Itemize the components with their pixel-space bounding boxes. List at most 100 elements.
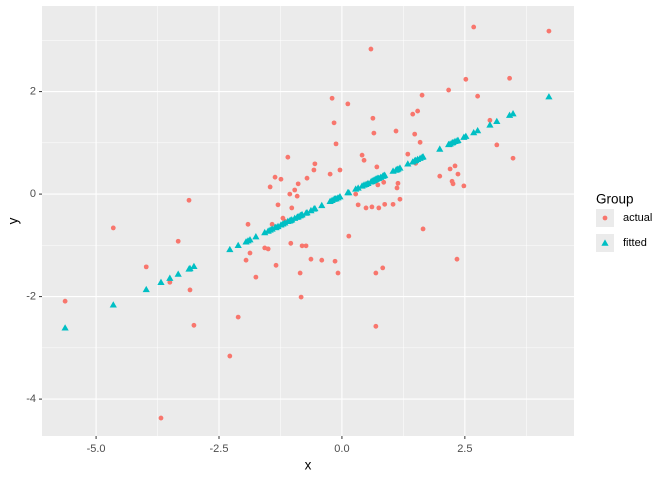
point <box>470 128 478 136</box>
point <box>157 278 165 285</box>
point <box>463 76 469 82</box>
point <box>382 201 388 207</box>
point <box>166 274 174 281</box>
point <box>235 314 241 320</box>
point <box>474 126 482 134</box>
point <box>304 175 310 181</box>
point <box>546 28 552 34</box>
point <box>253 274 259 280</box>
legend-symbol <box>601 239 609 246</box>
point <box>299 243 305 249</box>
point <box>419 153 427 160</box>
point <box>355 202 361 208</box>
point <box>381 179 387 185</box>
point <box>186 197 192 203</box>
point <box>333 141 339 147</box>
point <box>486 121 494 128</box>
point <box>294 193 300 199</box>
point <box>345 101 351 107</box>
point <box>331 120 337 126</box>
point <box>376 205 382 211</box>
point <box>369 204 375 210</box>
point <box>234 241 242 249</box>
panel <box>42 6 574 436</box>
point <box>273 262 279 268</box>
y-axis-title: y <box>6 217 21 224</box>
y-tick-label: 2 <box>30 85 36 97</box>
point <box>335 270 341 276</box>
point <box>109 301 117 308</box>
point <box>396 164 404 171</box>
point <box>252 233 260 240</box>
point <box>494 142 500 148</box>
point <box>295 181 301 187</box>
point <box>329 95 335 101</box>
point <box>187 287 193 293</box>
point <box>158 415 164 421</box>
y-tick-label: 0 <box>30 188 36 200</box>
point <box>417 139 423 145</box>
point <box>336 193 344 200</box>
point <box>462 132 470 139</box>
point <box>354 184 362 191</box>
point <box>303 243 309 249</box>
x-tick-label: -5.0 <box>87 443 106 455</box>
point <box>390 201 396 207</box>
point <box>174 270 182 277</box>
point <box>227 353 233 359</box>
point <box>298 294 304 300</box>
legend-title: Group <box>596 192 634 207</box>
point <box>175 238 181 244</box>
point <box>381 171 389 178</box>
point <box>292 187 298 193</box>
point <box>545 93 553 100</box>
y-tick-label: -2 <box>26 291 36 303</box>
point <box>452 163 458 169</box>
point <box>395 180 401 186</box>
point <box>287 191 293 197</box>
point <box>186 264 194 272</box>
point <box>393 128 399 134</box>
y-tick-label: -4 <box>26 393 36 405</box>
point <box>436 145 444 152</box>
point <box>311 204 319 212</box>
point <box>375 182 381 188</box>
point <box>265 246 271 252</box>
point <box>510 155 516 161</box>
point <box>412 131 418 137</box>
point <box>410 111 416 117</box>
point <box>455 171 461 177</box>
point <box>327 171 333 177</box>
point <box>312 161 318 167</box>
point <box>419 92 425 98</box>
point <box>368 46 374 52</box>
point <box>461 183 467 189</box>
point <box>346 233 352 239</box>
x-tick-label: 0.0 <box>334 443 349 455</box>
point <box>303 208 311 216</box>
point <box>285 154 291 160</box>
point <box>404 160 412 167</box>
point <box>62 298 68 304</box>
point <box>363 205 369 211</box>
point <box>245 221 251 227</box>
point <box>361 157 367 163</box>
point <box>311 167 317 173</box>
point <box>353 191 359 197</box>
point <box>359 152 365 158</box>
point <box>415 108 421 114</box>
point <box>437 173 443 179</box>
x-tick-label: 2.5 <box>457 443 472 455</box>
point <box>289 205 295 211</box>
point <box>450 181 456 187</box>
point <box>332 258 338 264</box>
point <box>247 250 253 256</box>
point <box>269 221 275 227</box>
point <box>454 136 462 143</box>
point <box>278 176 284 182</box>
point <box>267 184 273 190</box>
point <box>380 265 386 271</box>
point <box>405 151 411 157</box>
point <box>167 279 173 285</box>
point <box>373 270 379 276</box>
